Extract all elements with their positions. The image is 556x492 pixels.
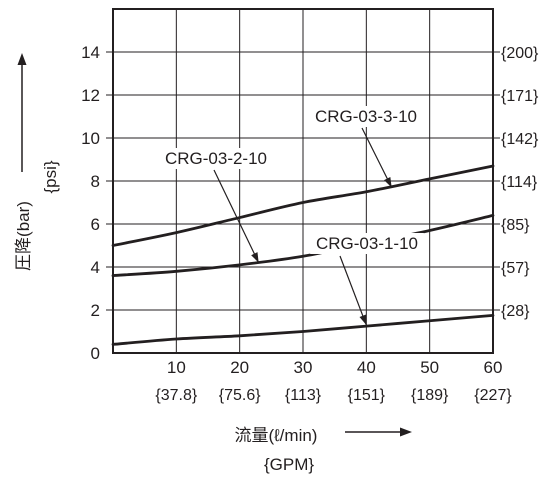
x-tick-label: 60 [484, 358, 503, 377]
x-tick-label: 30 [294, 358, 313, 377]
y-tick-label-secondary: {142} [501, 131, 539, 148]
y-tick-label: 10 [81, 129, 100, 148]
series-label-bg-0 [309, 106, 423, 127]
x-tick-label-secondary: {113} [285, 387, 322, 404]
y-tick-label-secondary: {57} [501, 260, 530, 277]
series-arrowhead-0 [384, 176, 392, 188]
x-axis-title: 流量(ℓ/min) [235, 426, 318, 445]
series-label-bg-2 [310, 233, 424, 254]
y-axis-title: 圧降(bar) [14, 201, 33, 271]
x-tick-label-secondary: {227} [474, 387, 512, 404]
series-line-0 [111, 164, 495, 247]
x-tick-label: 40 [357, 358, 376, 377]
series-label-2: CRG-03-1-10 [316, 234, 418, 253]
x-tick-label: 10 [167, 358, 186, 377]
y-tick-label-secondary: {171} [501, 88, 539, 105]
series-layer [111, 164, 495, 346]
y-tick-label-secondary: {85} [501, 217, 530, 234]
series-label-bg-1 [159, 148, 273, 169]
y-tick-label: 12 [81, 86, 100, 105]
x-tick-label-secondary: {75.6} [219, 387, 261, 404]
x-tick-label: 50 [420, 358, 439, 377]
y-tick-label: 14 [81, 43, 100, 62]
series-line-2 [111, 313, 495, 346]
x-tick-label: 20 [230, 358, 249, 377]
series-leader-0 [361, 127, 393, 188]
x-axis-title-secondary: {GPM} [264, 455, 314, 474]
series-arrowhead-1 [251, 252, 259, 263]
x-axis-arrowhead [400, 427, 412, 437]
plot-frame [112, 8, 494, 354]
x-tick-label-secondary: {37.8} [155, 387, 197, 404]
series-arrowhead-2 [359, 314, 367, 326]
series-leader-1 [213, 169, 260, 263]
y-tick-label: 0 [91, 344, 100, 363]
y-tick-label: 8 [91, 172, 100, 191]
y-tick-label-secondary: {28} [501, 303, 530, 320]
y-axis-arrowhead [17, 53, 27, 65]
label-layer: 0 2 4 6 8 10 12 14 {200} {171} {142} {114} {85} {57} {… [81, 43, 539, 404]
y-tick-label: 2 [91, 301, 100, 320]
series-label-1: CRG-03-2-10 [165, 149, 267, 168]
series-label-0: CRG-03-3-10 [315, 107, 417, 126]
series-line-1 [111, 214, 495, 277]
x-tick-label-secondary: {151} [348, 387, 386, 404]
grid [106, 8, 500, 354]
y-tick-label: 4 [91, 258, 100, 277]
x-tick-label-secondary: {189} [411, 387, 449, 404]
y-axis-title-secondary: {psi} [41, 160, 60, 193]
y-tick-label-secondary: {114} [501, 174, 538, 191]
y-tick-label: 6 [91, 215, 100, 234]
series-leader-2 [339, 255, 367, 326]
y-tick-label-secondary: {200} [501, 45, 539, 62]
